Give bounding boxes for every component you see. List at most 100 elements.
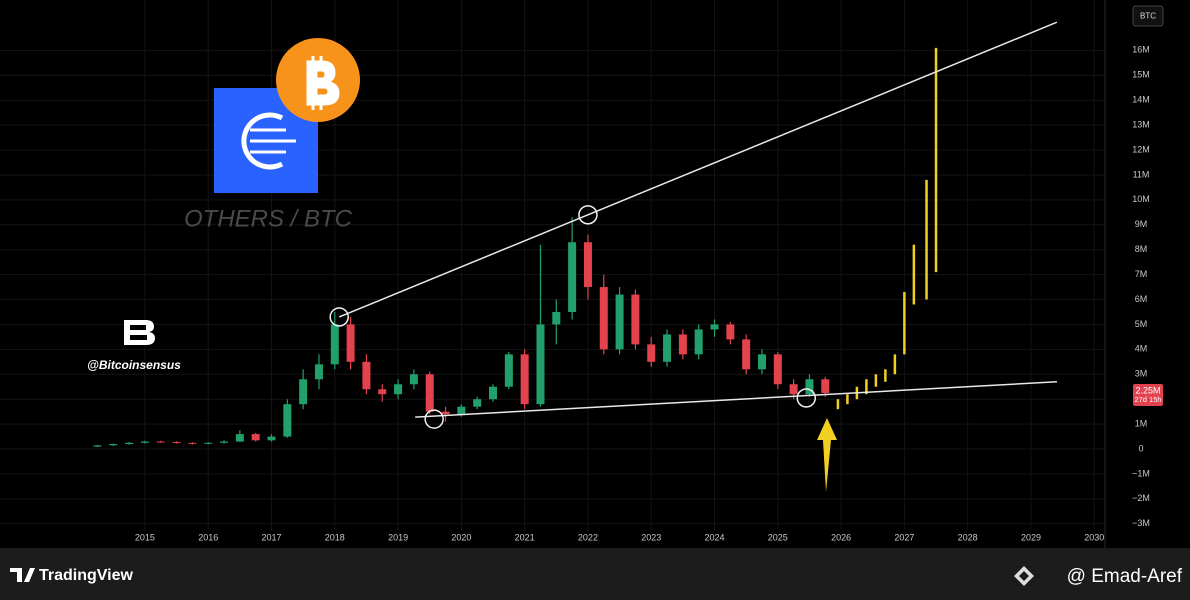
- candle-body: [663, 334, 672, 362]
- x-tick-label: 2018: [325, 532, 345, 542]
- y-tick-label: 16M: [1132, 45, 1150, 55]
- candle-body: [441, 411, 450, 415]
- candle-body: [93, 445, 102, 447]
- candle-body: [552, 311, 561, 325]
- y-tick-label: 9M: [1135, 219, 1148, 229]
- candle-body: [140, 441, 149, 443]
- x-tick-label: 2026: [831, 532, 851, 542]
- candle-body: [362, 361, 371, 390]
- candle-body: [568, 242, 577, 312]
- candle-body: [583, 242, 592, 288]
- x-tick-label: 2023: [641, 532, 661, 542]
- candle-body: [394, 384, 403, 395]
- candle-body: [678, 334, 687, 355]
- candle-body: [314, 364, 323, 380]
- candle-body: [694, 329, 703, 355]
- candle-body: [504, 354, 513, 387]
- candle-body: [188, 442, 197, 444]
- countdown: 27d 15h: [1134, 395, 1161, 404]
- x-tick-label: 2028: [958, 532, 978, 542]
- x-tick-label: 2021: [515, 532, 535, 542]
- tradingview-logo: [10, 568, 35, 582]
- handle: @Bitcoinsensus: [87, 358, 181, 372]
- y-tick-label: 15M: [1132, 70, 1150, 80]
- candle-body: [330, 324, 339, 365]
- y-tick-label: 10M: [1132, 194, 1150, 204]
- y-tick-label: 8M: [1135, 244, 1148, 254]
- candle-body: [520, 354, 529, 405]
- candle-body: [473, 399, 482, 407]
- y-tick-label: 1M: [1135, 418, 1148, 428]
- x-tick-label: 2024: [705, 532, 725, 542]
- candle-body: [647, 344, 656, 362]
- x-tick-label: 2027: [894, 532, 914, 542]
- candle-body: [821, 379, 830, 393]
- chart-background: [0, 0, 1190, 548]
- candle-body: [425, 374, 434, 412]
- y-tick-label: 3M: [1135, 369, 1148, 379]
- arrow: [817, 418, 837, 492]
- candle-body: [235, 434, 244, 442]
- others-logo-icon: [241, 112, 284, 170]
- candle-body: [489, 386, 498, 400]
- candle-body: [757, 354, 766, 370]
- candle-body: [378, 389, 387, 395]
- author-icon: [1014, 566, 1034, 586]
- last-price-box: [1133, 383, 1163, 406]
- candle-body: [283, 404, 292, 437]
- candle-body: [710, 324, 719, 330]
- trendline: [338, 21, 1058, 318]
- footer-background: [0, 548, 1190, 600]
- y-tick-label: −1M: [1132, 468, 1150, 478]
- candle-body: [726, 324, 735, 340]
- x-tick-label: 2020: [451, 532, 471, 542]
- touch-point: [329, 307, 349, 327]
- x-tick-label: 2016: [198, 532, 218, 542]
- candle-body: [457, 406, 466, 415]
- x-tick-label: 2030: [1084, 532, 1104, 542]
- candle-body: [805, 379, 814, 395]
- platform-name: TradingView: [39, 567, 134, 584]
- x-tick-label: 2022: [578, 532, 598, 542]
- candle-body: [599, 287, 608, 350]
- x-tick-label: 2017: [261, 532, 281, 542]
- x-tick-label: 2019: [388, 532, 408, 542]
- y-tick-label: 4M: [1135, 344, 1148, 354]
- symbol-label: BTC: [1140, 12, 1156, 21]
- candle-body: [536, 324, 545, 405]
- touch-point: [424, 409, 444, 429]
- y-tick-label: −3M: [1132, 518, 1150, 528]
- candle-body: [789, 384, 798, 395]
- candle-body: [742, 339, 751, 370]
- y-tick-label: 6M: [1135, 294, 1148, 304]
- candle-body: [125, 442, 134, 445]
- y-tick-label: 13M: [1132, 119, 1150, 129]
- touch-point: [796, 388, 817, 408]
- bitcoinsensus-logo: [124, 320, 155, 345]
- candle-body: [267, 436, 276, 441]
- x-tick-label: 2025: [768, 532, 788, 542]
- candle-body: [631, 294, 640, 345]
- y-tick-label: 7M: [1135, 269, 1148, 279]
- candle-body: [346, 324, 355, 362]
- touch-point: [578, 205, 598, 225]
- candle-body: [251, 434, 260, 441]
- y-tick-label: 5M: [1135, 319, 1148, 329]
- candle-body: [109, 444, 118, 446]
- candle-body: [409, 374, 418, 385]
- y-tick-label: 11M: [1133, 169, 1150, 179]
- candle-body: [204, 442, 213, 444]
- symbol-box[interactable]: [1132, 5, 1164, 27]
- y-tick-label: 0: [1138, 443, 1143, 453]
- x-tick-label: 2015: [135, 532, 155, 542]
- x-tick-label: 2029: [1021, 532, 1041, 542]
- candle-body: [299, 379, 308, 405]
- author: @ Emad-Aref: [1067, 566, 1183, 587]
- watermark: OTHERS / BTC: [184, 205, 353, 232]
- candle-body: [172, 442, 181, 444]
- bitcoin-logo-icon: [306, 56, 340, 110]
- y-tick-label: 12M: [1132, 144, 1150, 154]
- trendline: [415, 381, 1057, 418]
